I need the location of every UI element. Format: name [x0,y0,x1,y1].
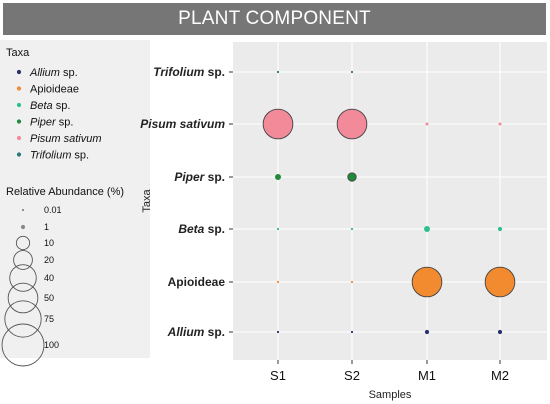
chart-title-banner: PLANT COMPONENT [3,3,546,35]
legend-color-label: Allium sp. [29,67,78,79]
plot-panel [233,42,547,360]
chart-title: PLANT COMPONENT [178,8,371,29]
bubble-point [276,70,280,74]
legend-size-label: 0.01 [44,205,62,215]
bubble-point [275,174,281,180]
legend-color-label: Pisum sativum [30,133,102,145]
legend-size-title: Relative Abundance (%) [6,186,124,198]
bubble-point [497,329,503,335]
legend-size-label: 1 [44,222,49,232]
legend: Taxa Allium sp. Apioideae Beta sp. Piper sp.… [1,47,124,367]
legend-size-key [20,224,26,230]
y-tick-label: Pisum sativum [140,117,225,131]
legend-color-label: Piper sp. [30,117,73,129]
legend-color-label: Beta sp. [30,100,70,112]
bubble-point [276,227,280,231]
legend-color-key [16,152,22,157]
bubble-point [484,266,516,298]
legend-color-key [16,86,22,91]
legend-size-label: 10 [44,238,54,248]
legend-size-label: 100 [44,340,59,350]
bubble-point [276,330,280,334]
y-tick-label: Trifolium sp. [153,65,225,79]
x-tick-label: M2 [491,368,509,383]
legend-color-label: Apioideae [30,84,79,96]
legend-color-label: Trifolium sp. [30,150,89,162]
legend-size-key [4,300,42,338]
y-tick-label: Apioideae [168,275,226,289]
bubble-point [276,280,280,284]
bubbles [262,70,516,335]
bubble-point [336,108,368,140]
bubble-point [424,329,430,335]
legend-size-key [15,235,31,251]
bubble-point [497,226,503,232]
y-tick-label: Piper sp. [174,170,225,184]
legend-size-key [1,323,45,367]
x-tick-label: S1 [270,368,286,383]
bubble-point [350,70,354,74]
legend-color-title: Taxa [6,47,30,59]
legend-size-key [7,282,39,314]
bubble-point [262,108,294,140]
x-axis-title: Samples [369,389,412,401]
legend-size-label: 20 [44,255,54,265]
bubble-point [498,122,502,126]
legend-panel [0,40,150,358]
y-tick-label: Beta sp. [178,222,225,236]
legend-size-key [9,264,37,292]
x-tick-label: S2 [344,368,360,383]
legend-color-key [16,69,22,75]
bubble-point [424,226,430,232]
bubble-point [350,280,354,284]
legend-size-label: 75 [44,314,54,324]
bubble-point [425,122,429,126]
bubble-point [350,330,354,334]
y-axis-title: Taxa [141,189,153,213]
legend-size-key [13,250,33,270]
legend-color-key [16,102,22,108]
y-tick-label: Allium sp. [167,325,225,339]
bubble-point [411,266,443,298]
x-tick-label: M1 [418,368,436,383]
legend-size-label: 40 [44,273,54,283]
legend-color-key [16,135,22,141]
legend-color-key [16,119,22,124]
legend-size-label: 50 [44,293,54,303]
legend-size-key [21,208,25,212]
bubble-point [347,172,357,182]
bubble-point [350,227,354,231]
